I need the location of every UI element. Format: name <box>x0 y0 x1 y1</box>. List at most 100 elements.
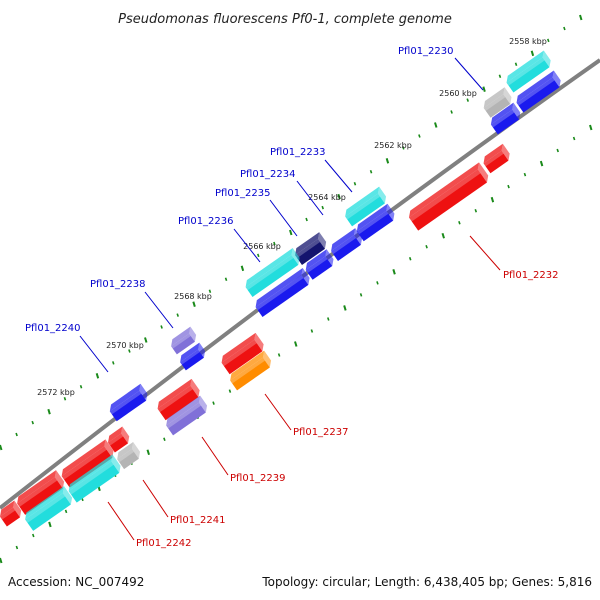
feature-pfl01-2233[interactable] <box>342 186 389 227</box>
gene-label-pfl01-2232[interactable]: Pfl01_2232 <box>503 270 559 281</box>
feature-pfl01-2236[interactable] <box>243 248 303 297</box>
feature-pfl01-2242[interactable] <box>59 439 117 488</box>
ruler-tick <box>212 401 215 405</box>
ruler-tick <box>160 325 163 329</box>
ruler-tick <box>128 349 131 353</box>
ruler-tick <box>530 50 535 57</box>
feature-pfl01-2235[interactable] <box>292 232 329 265</box>
ruler-tick <box>112 361 115 365</box>
feature-pfl01-2239b[interactable] <box>163 395 210 436</box>
ruler-tick <box>579 14 583 21</box>
ruler-tick <box>144 337 148 343</box>
tick-label: 2566 kbp <box>243 242 281 251</box>
gene-label-pfl01-2240[interactable]: Pfl01_2240 <box>25 323 81 334</box>
feature-pfl01-2233b[interactable] <box>354 203 397 242</box>
ruler-tick <box>547 38 550 43</box>
ruler-tick <box>408 257 412 261</box>
ruler-tick <box>353 181 357 186</box>
ruler-tick <box>441 232 445 239</box>
ruler-tick <box>294 341 298 347</box>
feature-pfl01-2237b[interactable] <box>227 350 274 391</box>
ruler-tick <box>208 289 212 293</box>
feature-pfl01-2241b[interactable] <box>114 441 143 470</box>
ruler-tick <box>146 449 150 456</box>
feature-pfl01-2238[interactable] <box>168 326 199 355</box>
tick-label: 2560 kbp <box>439 89 477 98</box>
ruler-tick <box>48 521 52 528</box>
accession-text: Accession: NC_007492 <box>8 575 144 589</box>
gene-label-pfl01-2230[interactable]: Pfl01_2230 <box>398 46 454 57</box>
feature-red-left[interactable] <box>14 470 67 515</box>
ruler-tick <box>376 281 379 285</box>
gene-label-pfl01-2233[interactable]: Pfl01_2233 <box>270 147 326 158</box>
gene-label-pfl01-2236[interactable]: Pfl01_2236 <box>178 216 234 227</box>
leader-line <box>269 199 298 237</box>
ruler-tick <box>474 208 478 213</box>
ruler-tick <box>434 122 438 128</box>
ruler-tick <box>337 193 341 200</box>
gene-label-pfl01-2237[interactable]: Pfl01_2237 <box>293 427 349 438</box>
genome-summary-text: Topology: circular; Length: 6,438,405 bp… <box>261 575 592 589</box>
feature-cyan-left[interactable] <box>22 486 75 531</box>
ruler-tick <box>556 148 559 153</box>
feature-red-small[interactable] <box>481 143 513 174</box>
ruler-tick <box>32 533 35 538</box>
ruler-tick <box>64 509 68 514</box>
leader-line <box>264 393 292 431</box>
ruler-tick <box>277 353 281 357</box>
gene-label-pfl01-2242[interactable]: Pfl01_2242 <box>136 538 192 549</box>
feature-pfl01-2234[interactable] <box>328 228 365 261</box>
feature-cyan[interactable] <box>504 50 554 93</box>
ruler-tick <box>47 408 51 415</box>
ruler-tick <box>15 432 18 437</box>
feature-pfl01-2242b[interactable] <box>66 454 124 503</box>
ruler-dots <box>0 14 593 564</box>
ruler-tick <box>507 184 510 189</box>
gene-label-pfl01-2234[interactable]: Pfl01_2234 <box>240 169 296 180</box>
ruler-tick <box>321 205 324 210</box>
feature-pfl01-2239[interactable] <box>155 378 203 421</box>
ruler-tick <box>257 253 260 258</box>
ruler-tick <box>240 265 245 272</box>
tick-labels: 2558 kbp 2560 kbp 2562 kbp 2564 kbp 2566 kbp… <box>37 37 547 397</box>
ruler-tick <box>490 196 495 203</box>
gene-label-pfl01-2235[interactable]: Pfl01_2235 <box>215 188 271 199</box>
ruler-tick <box>95 373 100 379</box>
ruler-tick <box>359 293 363 297</box>
ruler-tick <box>224 277 228 282</box>
ruler-tick <box>0 557 3 564</box>
feature-pfl01-2238b[interactable] <box>177 342 208 371</box>
feature-pfl01-2230[interactable] <box>514 70 564 113</box>
gene-label-pfl01-2239[interactable]: Pfl01_2239 <box>230 473 286 484</box>
ruler-tick <box>31 420 34 425</box>
leader-line <box>201 436 229 476</box>
gene-label-pfl01-2238[interactable]: Pfl01_2238 <box>90 279 146 290</box>
feature-pfl01-2236b[interactable] <box>253 268 313 317</box>
feature-pfl01-2241[interactable] <box>105 426 132 453</box>
feature-pfl01-2240[interactable] <box>107 383 150 422</box>
gene-labels: Pfl01_2230 Pfl01_2232 Pfl01_2233 Pfl01_2234… <box>25 46 559 549</box>
tick-label: 2558 kbp <box>509 37 547 46</box>
ruler-tick <box>482 86 486 92</box>
feature-pfl01-2232[interactable] <box>406 162 491 231</box>
ruler-tick <box>343 305 347 311</box>
ruler-tick <box>79 385 83 389</box>
tick-label: 2562 kbp <box>374 141 412 150</box>
leader-line <box>107 501 135 541</box>
ruler-tick <box>0 444 3 451</box>
feature-red-edge[interactable] <box>0 500 24 527</box>
feature-gray[interactable] <box>481 87 515 118</box>
feature-pfl01-2237[interactable] <box>219 332 267 375</box>
ruler-tick <box>523 172 527 177</box>
ruler-tick <box>273 241 276 246</box>
leader-line <box>469 235 501 271</box>
gene-label-pfl01-2241[interactable]: Pfl01_2241 <box>170 515 226 526</box>
ruler-tick <box>163 437 166 441</box>
ruler-tick <box>15 545 19 550</box>
ruler-tick <box>289 229 293 236</box>
feature-blue[interactable] <box>488 102 523 135</box>
tick-label: 2564 kbp <box>308 193 346 202</box>
ruler-tick <box>498 74 502 78</box>
leader-line <box>144 291 174 329</box>
feature-pfl01-2235b[interactable] <box>303 249 337 280</box>
